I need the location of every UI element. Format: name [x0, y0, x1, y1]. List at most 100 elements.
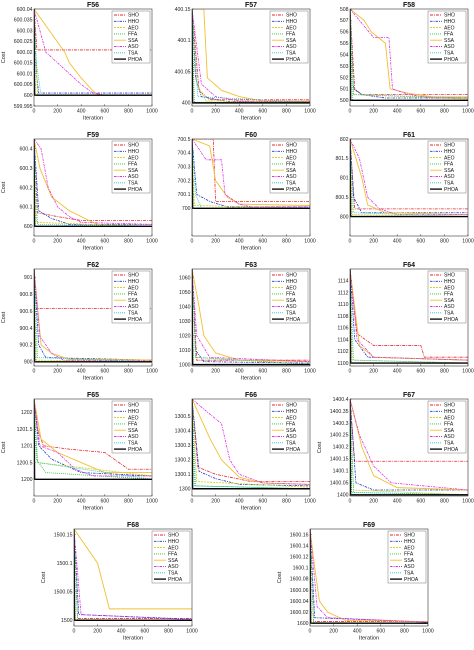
y-tick-label: 400.1 — [178, 38, 191, 44]
legend-label-hho: HHO — [286, 149, 297, 155]
legend-label-ffa: FFA — [286, 292, 296, 298]
y-tick-label: 900 — [24, 360, 33, 366]
legend-label-ffa: FFA — [286, 422, 296, 428]
y-tick-label: 1106 — [337, 326, 348, 332]
legend-label-sho: SHO — [128, 403, 139, 409]
legend-label-aeo: AEO — [128, 415, 139, 421]
chart-panel-f60: F60 0 200 400 600 800 1000 700 700.1 700.2 700.3 70… — [178, 132, 316, 252]
y-tick-label: 600.2 — [20, 185, 33, 191]
x-tick-label: 600 — [100, 499, 109, 505]
x-tick-label: 600 — [258, 109, 267, 115]
series-line-tsa — [192, 399, 310, 490]
legend-label-ffa: FFA — [168, 552, 178, 558]
y-tick-label: 1600.06 — [290, 588, 309, 594]
legend-label-ffa: FFA — [286, 32, 296, 38]
x-tick-label: 400 — [393, 109, 402, 115]
x-tick-label: 400 — [77, 369, 86, 375]
y-tick-label: 600.025 — [14, 39, 33, 45]
legend-label-phoa: PHOA — [128, 447, 143, 453]
y-tick-label: 600 — [24, 224, 33, 230]
legend-label-aso: ASO — [444, 44, 455, 50]
x-tick-label: 800 — [282, 499, 291, 505]
axes-box — [191, 398, 311, 497]
axes-box — [191, 8, 311, 107]
y-tick-label: 600.015 — [14, 61, 33, 67]
x-tick-label: 1000 — [462, 369, 474, 375]
legend-label-sho: SHO — [286, 143, 297, 149]
y-tick-label: 500 — [340, 98, 349, 104]
y-axis-label: Cost — [1, 311, 7, 323]
y-tick-label: 1600.04 — [290, 599, 309, 605]
chart-panel-f58: F58 0 200 400 600 800 1000 500 501 502 503 504 505 50… — [340, 2, 474, 115]
axes-box — [349, 268, 469, 367]
x-tick-label: 800 — [124, 499, 133, 505]
legend-label-aso: ASO — [168, 564, 179, 570]
x-axis-label: Iteration — [241, 376, 261, 382]
legend-label-aeo: AEO — [444, 415, 455, 421]
legend-label-sho: SHO — [128, 13, 139, 19]
series-line-ssa — [350, 399, 468, 491]
x-tick-label: 400 — [235, 499, 244, 505]
y-axis-label: Cost — [1, 441, 7, 453]
legend-label-aso: ASO — [128, 44, 139, 50]
legend-label-ssa: SSA — [128, 38, 139, 44]
series-line-hho — [34, 269, 152, 361]
x-tick-label: 0 — [191, 499, 194, 505]
y-tick-label: 600.01 — [17, 71, 33, 77]
x-tick-label: 400 — [235, 369, 244, 375]
y-tick-label: 700.1 — [178, 192, 191, 198]
x-tick-label: 600 — [416, 499, 425, 505]
legend-label-sho: SHO — [444, 403, 455, 409]
y-tick-label: 501 — [340, 87, 349, 93]
legend-label-sho: SHO — [286, 13, 297, 19]
legend-box — [269, 140, 309, 194]
x-tick-label: 200 — [369, 109, 378, 115]
y-tick-label: 600 — [24, 93, 33, 99]
x-axis-label: Iteration — [241, 246, 261, 252]
y-axis-label: Cost — [277, 571, 283, 583]
series-line-sho — [34, 399, 152, 470]
x-tick-label: 600 — [100, 109, 109, 115]
legend-box — [111, 10, 151, 64]
y-tick-label: 1400.25 — [330, 433, 349, 439]
y-tick-label: 1400.35 — [330, 409, 349, 415]
x-tick-label: 400 — [77, 499, 86, 505]
legend-label-ssa: SSA — [286, 38, 297, 44]
y-tick-label: 1200 — [21, 477, 33, 483]
x-axis-label: Iteration — [83, 116, 103, 122]
y-axis-label: Cost — [317, 441, 323, 453]
x-tick-label: 0 — [191, 109, 194, 115]
series-line-ssa — [192, 399, 310, 485]
legend-label-aso: ASO — [128, 174, 139, 180]
legend-label-aso: ASO — [128, 434, 139, 440]
series-line-aeo — [192, 9, 310, 103]
y-tick-label: 507 — [340, 18, 349, 24]
series-line-hho — [310, 529, 428, 623]
legend-label-hho: HHO — [128, 19, 139, 25]
y-tick-label: 1400.2 — [333, 445, 349, 451]
series-line-tsa — [34, 139, 152, 227]
x-axis-label: Iteration — [83, 376, 103, 382]
x-tick-label: 200 — [211, 499, 220, 505]
chart-panel-f63: F63 0 200 400 600 800 1000 1000 1010 1020 1030 1040… — [179, 262, 316, 382]
series-line-hho — [34, 399, 152, 477]
x-axis-label: Iteration — [241, 116, 261, 122]
legend-box — [151, 530, 191, 584]
series-line-aso — [192, 139, 310, 208]
legend-label-sho: SHO — [444, 273, 455, 279]
x-tick-label: 0 — [73, 629, 76, 635]
chart-title: F58 — [403, 2, 415, 9]
x-tick-label: 1000 — [146, 239, 158, 245]
legend-label-ssa: SSA — [444, 428, 455, 434]
series-line-ssa — [34, 399, 152, 474]
series-line-aso — [350, 139, 468, 216]
x-tick-label: 200 — [211, 369, 220, 375]
legend-label-ssa: SSA — [444, 298, 455, 304]
x-tick-label: 200 — [211, 239, 220, 245]
x-tick-label: 1000 — [422, 629, 434, 635]
y-tick-label: 1500.05 — [54, 590, 73, 596]
y-tick-label: 1500 — [61, 618, 73, 624]
